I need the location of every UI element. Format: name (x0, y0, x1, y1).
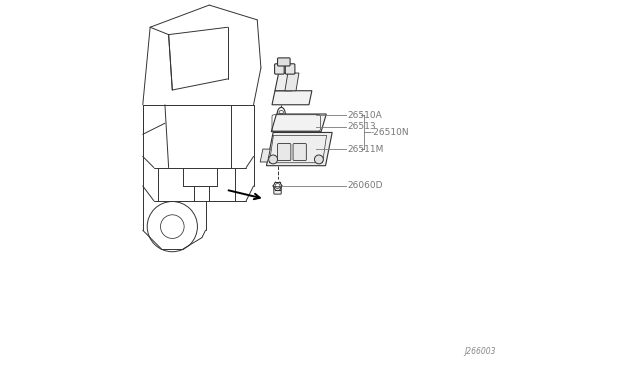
Polygon shape (266, 132, 332, 166)
FancyBboxPatch shape (293, 144, 307, 161)
Text: 26510A: 26510A (347, 110, 381, 120)
FancyBboxPatch shape (274, 187, 281, 194)
Circle shape (269, 155, 278, 164)
Polygon shape (271, 114, 326, 132)
Text: -26510N: -26510N (371, 128, 410, 137)
Polygon shape (260, 149, 270, 162)
Ellipse shape (277, 108, 285, 121)
Text: 26513: 26513 (347, 122, 376, 131)
Text: 26511M: 26511M (347, 145, 383, 154)
Polygon shape (285, 73, 299, 91)
FancyBboxPatch shape (285, 64, 295, 74)
Text: J266003: J266003 (464, 347, 495, 356)
FancyBboxPatch shape (278, 58, 290, 66)
FancyBboxPatch shape (275, 64, 284, 74)
Polygon shape (275, 73, 295, 91)
FancyBboxPatch shape (278, 144, 291, 161)
Polygon shape (272, 91, 312, 105)
Text: 26060D: 26060D (347, 182, 383, 190)
Circle shape (314, 155, 323, 164)
